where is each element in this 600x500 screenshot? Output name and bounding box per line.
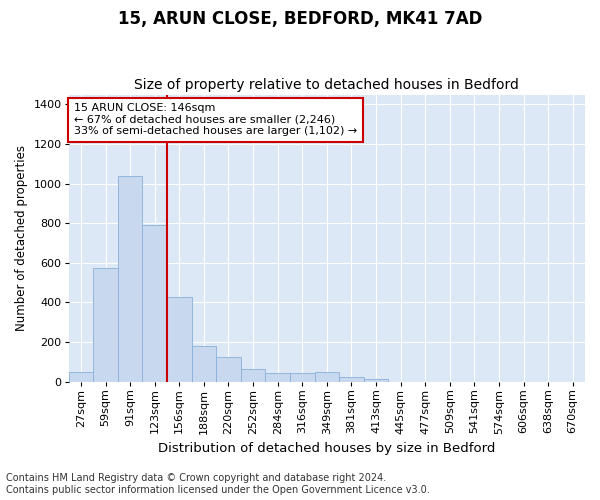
Bar: [167, 298, 191, 382]
X-axis label: Distribution of detached houses by size in Bedford: Distribution of detached houses by size …: [158, 442, 496, 455]
Bar: [265, 372, 290, 382]
Bar: [290, 372, 314, 382]
Text: 15, ARUN CLOSE, BEDFORD, MK41 7AD: 15, ARUN CLOSE, BEDFORD, MK41 7AD: [118, 10, 482, 28]
Bar: [191, 346, 216, 382]
Title: Size of property relative to detached houses in Bedford: Size of property relative to detached ho…: [134, 78, 519, 92]
Bar: [216, 357, 241, 382]
Text: 15 ARUN CLOSE: 146sqm
← 67% of detached houses are smaller (2,246)
33% of semi-d: 15 ARUN CLOSE: 146sqm ← 67% of detached …: [74, 103, 357, 136]
Bar: [68, 372, 93, 382]
Y-axis label: Number of detached properties: Number of detached properties: [15, 145, 28, 331]
Bar: [142, 225, 167, 382]
Text: Contains HM Land Registry data © Crown copyright and database right 2024.
Contai: Contains HM Land Registry data © Crown c…: [6, 474, 430, 495]
Bar: [314, 372, 339, 382]
Bar: [118, 176, 142, 382]
Bar: [364, 378, 388, 382]
Bar: [339, 376, 364, 382]
Bar: [93, 268, 118, 382]
Bar: [241, 368, 265, 382]
